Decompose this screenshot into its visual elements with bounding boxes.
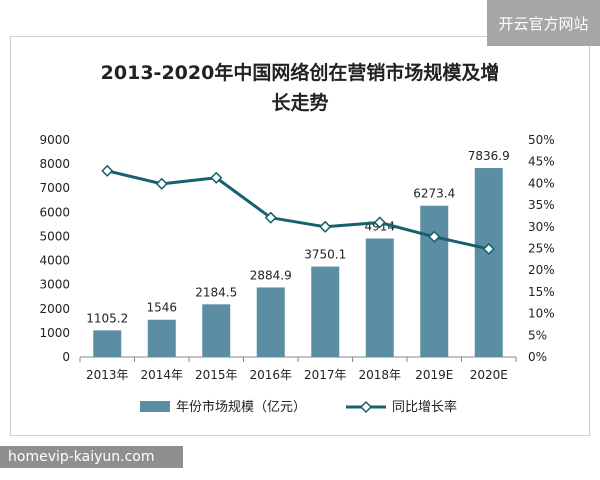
y-left-tick-label: 1000	[39, 326, 70, 340]
chart-title: 2013-2020年中国网络创在营销市场规模及增 长走势	[60, 58, 540, 118]
legend-line-marker	[359, 400, 373, 414]
bar-value-label: 1546	[146, 301, 177, 315]
bar	[147, 319, 176, 357]
x-tick-label: 2016年	[249, 368, 292, 382]
bar-value-label: 2884.9	[250, 268, 292, 282]
legend-group: 年份市场规模（亿元） 同比增长率	[140, 399, 457, 415]
chart-title-line-1: 2013-2020年中国网络创在营销市场规模及增	[100, 62, 500, 84]
y-left-tick-label: 8000	[39, 157, 70, 171]
growth-rate-marker	[373, 216, 386, 229]
y-right-tick-label: 15%	[528, 285, 555, 299]
bar	[420, 205, 449, 357]
growth-rate-marker	[482, 242, 495, 255]
growth-rate-marker	[101, 164, 114, 177]
y-left-tick-label: 2000	[39, 302, 70, 316]
y-left-tick-label: 6000	[39, 205, 70, 219]
bar	[365, 238, 394, 357]
chart-title-line-2: 长走势	[271, 92, 329, 114]
legend-bar-swatch	[140, 401, 170, 412]
x-tick-label: 2014年	[140, 368, 183, 382]
y-right-tick-label: 35%	[528, 198, 555, 212]
legend-bar-label: 年份市场规模（亿元）	[176, 399, 306, 415]
bar	[474, 168, 503, 357]
y-right-tick-label: 30%	[528, 220, 555, 234]
bar	[93, 330, 122, 357]
y-right-tick-label: 20%	[528, 263, 555, 277]
bar-value-label: 7836.9	[468, 149, 510, 163]
y-left-tick-label: 3000	[39, 278, 70, 292]
x-tick-label: 2015年	[195, 368, 238, 382]
bar	[202, 304, 231, 357]
x-tick-label: 2018年	[358, 368, 401, 382]
growth-rate-marker	[155, 177, 168, 190]
x-tick-label: 2017年	[304, 368, 347, 382]
bar-value-label: 6273.4	[413, 187, 455, 201]
bar	[256, 287, 285, 357]
x-tick-label: 2019E	[415, 368, 453, 382]
watermark-top: 开云官方网站	[487, 0, 600, 46]
y-left-tick-label: 9000	[39, 133, 70, 147]
y-right-tick-label: 10%	[528, 307, 555, 321]
axes-group: 0 1000 2000 3000 4000 5000 6000 7000 8000 9000 0% 5…	[39, 133, 554, 382]
y-right-tick-label: 0%	[528, 350, 547, 364]
y-right-tick-label: 45%	[528, 155, 555, 169]
x-tick-label: 2020E	[470, 368, 508, 382]
y-left-tick-label: 7000	[39, 181, 70, 195]
growth-rate-marker	[428, 230, 441, 243]
y-right-tick-label: 50%	[528, 133, 555, 147]
growth-rate-marker	[210, 171, 223, 184]
growth-rate-line	[106, 169, 490, 251]
bar-value-label: 1105.2	[86, 311, 128, 325]
growth-rate-marker	[319, 220, 332, 233]
watermark-bottom: homevip-kaiyun.com	[0, 446, 183, 468]
line-group	[101, 164, 495, 255]
y-left-tick-label: 4000	[39, 254, 70, 268]
growth-rate-marker	[264, 211, 277, 224]
y-left-tick-label: 5000	[39, 229, 70, 243]
y-left-tick-label: 0	[62, 350, 70, 364]
bar-labels-group: 1105.215462184.52884.93750.149146273.478…	[86, 149, 510, 325]
bar-value-label: 2184.5	[195, 285, 237, 299]
y-right-tick-label: 40%	[528, 176, 555, 190]
x-tick-label: 2013年	[86, 368, 129, 382]
legend-line-label: 同比增长率	[392, 399, 457, 415]
bar-value-label: 3750.1	[304, 248, 346, 262]
y-right-tick-label: 5%	[528, 328, 547, 342]
y-right-tick-label: 25%	[528, 242, 555, 256]
bar	[311, 266, 340, 357]
